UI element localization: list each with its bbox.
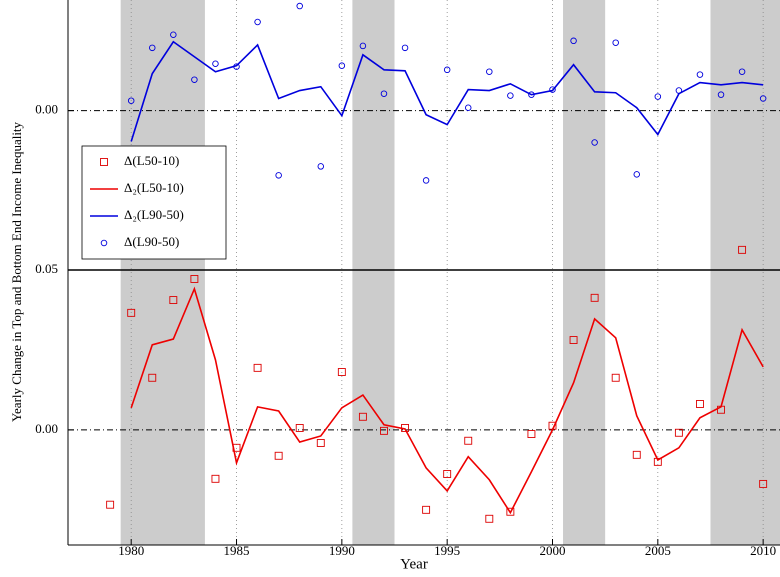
circle-marker xyxy=(738,68,746,75)
x-tick-label: 1990 xyxy=(329,543,355,558)
circle-marker xyxy=(717,91,725,98)
legend-marker xyxy=(100,239,108,247)
square-marker xyxy=(337,368,346,376)
recession-shade xyxy=(120,270,205,545)
circle-marker xyxy=(275,172,282,179)
legend-label: Δ(L90-50) xyxy=(124,234,179,249)
circle-marker xyxy=(633,171,641,178)
x-tick-label: 1995 xyxy=(434,543,460,558)
square-marker xyxy=(106,500,115,509)
circle-marker xyxy=(507,92,514,99)
circle-marker xyxy=(338,62,346,69)
recession-shade xyxy=(710,270,780,545)
y-tick-label: 0.00 xyxy=(35,102,58,117)
square-marker xyxy=(485,514,494,523)
circle-marker xyxy=(317,163,325,170)
circle-marker xyxy=(464,104,472,111)
circle-marker xyxy=(486,68,493,75)
series-line xyxy=(130,40,764,142)
square-marker xyxy=(274,451,283,460)
circle-marker xyxy=(612,39,619,46)
circle-marker xyxy=(675,87,683,94)
series-line xyxy=(130,286,764,515)
legend-box xyxy=(81,145,227,260)
square-marker xyxy=(380,426,388,435)
circle-marker xyxy=(191,76,198,83)
circle-marker xyxy=(591,139,598,146)
x-tick-label: 1985 xyxy=(224,543,250,558)
square-marker xyxy=(632,450,641,459)
legend-label: Δ(L50-10) xyxy=(124,153,179,168)
x-tick-label: 2010 xyxy=(750,543,776,558)
square-marker xyxy=(759,479,768,488)
circle-marker xyxy=(380,90,388,97)
x-tick-label: 1980 xyxy=(118,543,144,558)
circle-marker xyxy=(570,37,577,45)
circle-marker xyxy=(296,2,303,10)
square-marker xyxy=(253,363,262,372)
recession-shade xyxy=(563,270,606,545)
circle-marker xyxy=(254,18,261,26)
circle-marker xyxy=(170,31,177,38)
circle-marker xyxy=(422,177,430,184)
x-tick-label: 2005 xyxy=(645,543,671,558)
y-tick-label: 0.05 xyxy=(35,261,58,276)
square-marker xyxy=(569,336,578,344)
square-marker xyxy=(443,470,452,478)
square-marker xyxy=(169,296,178,305)
square-marker xyxy=(211,474,220,483)
circle-marker xyxy=(149,44,156,52)
circle-marker xyxy=(212,60,219,68)
square-marker xyxy=(611,373,620,382)
circle-marker xyxy=(359,42,367,50)
square-marker xyxy=(464,436,473,445)
circle-marker xyxy=(696,71,704,78)
circle-marker xyxy=(654,93,662,100)
legend-label: Δ₂(L50-10) xyxy=(124,180,184,195)
y-axis-label: Yearly Change in Top and Bottom End Inco… xyxy=(9,121,24,422)
square-marker xyxy=(506,507,515,516)
square-marker xyxy=(738,245,747,254)
y-tick-label: 0.00 xyxy=(35,421,58,436)
square-marker xyxy=(696,400,704,408)
square-marker xyxy=(127,308,136,317)
legend-label: Δ₂(L90-50) xyxy=(124,207,184,222)
square-marker xyxy=(590,293,599,302)
square-marker xyxy=(422,505,431,514)
circle-marker xyxy=(233,63,240,70)
x-axis-label: Year xyxy=(400,556,428,572)
square-marker xyxy=(316,439,325,447)
circle-marker xyxy=(759,95,767,102)
circle-marker xyxy=(549,86,556,93)
background-layer xyxy=(120,0,780,545)
circle-marker xyxy=(443,66,451,74)
square-marker xyxy=(190,275,199,283)
square-marker xyxy=(295,424,304,432)
legend: Δ(L50-10) Δ₂(L50-10) Δ₂(L90-50) Δ(L90-50) xyxy=(81,145,227,260)
circle-marker xyxy=(127,97,135,104)
square-marker xyxy=(527,430,536,438)
square-marker xyxy=(358,412,367,421)
data-layer xyxy=(106,2,768,523)
x-tick-label: 2000 xyxy=(539,543,565,558)
recession-shade xyxy=(352,270,395,545)
square-marker xyxy=(148,373,157,382)
square-marker xyxy=(674,428,683,437)
recession-shade xyxy=(563,0,606,270)
circle-marker xyxy=(401,44,409,52)
circle-marker xyxy=(528,91,535,98)
legend-marker xyxy=(100,158,108,166)
recession-shade xyxy=(710,0,780,270)
recession-shade xyxy=(352,0,395,270)
